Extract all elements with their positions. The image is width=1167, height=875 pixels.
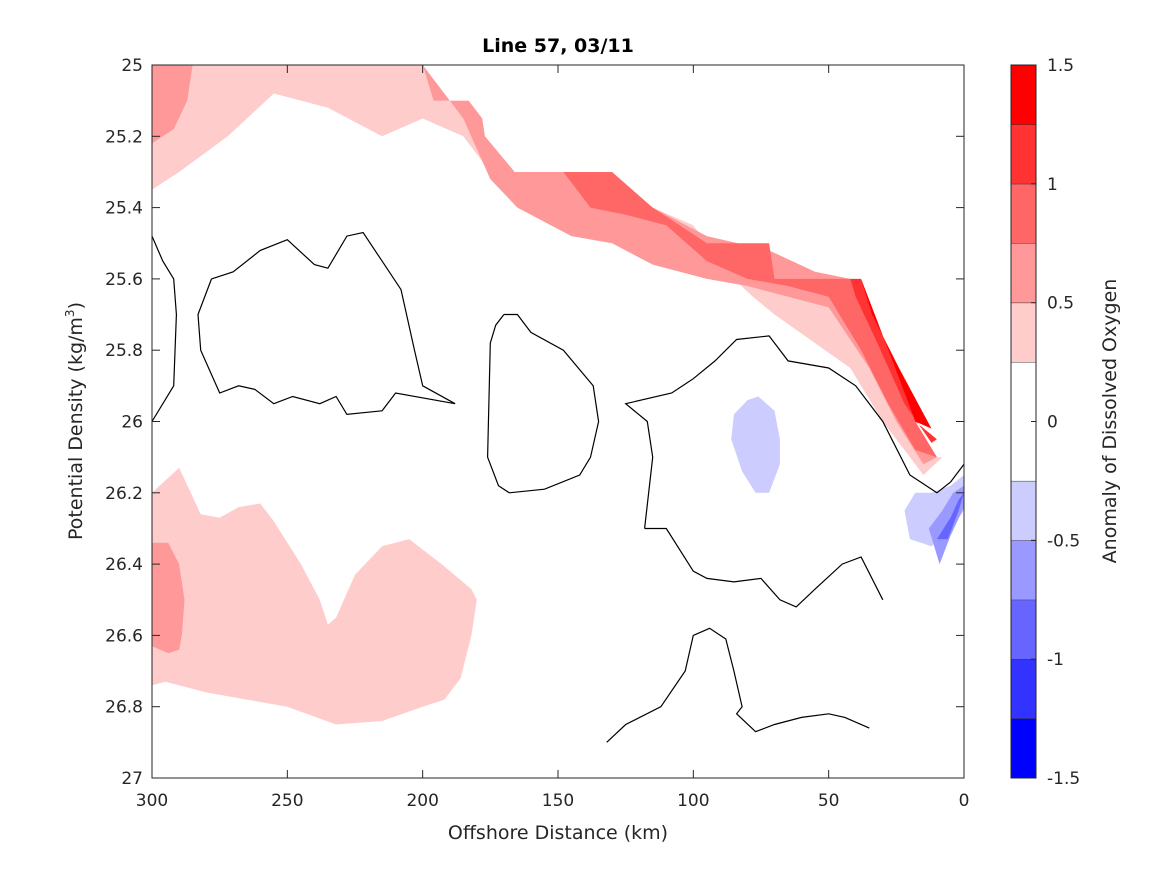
y-tick-label-10: 27	[121, 769, 143, 789]
contour-line-2	[486, 313, 600, 494]
x-tick-label-250: 250	[271, 791, 303, 811]
contour-lines	[152, 231, 964, 743]
x-tick-label-50: 50	[818, 791, 840, 811]
filled-region-band-0.5-0.75-topleft	[152, 65, 193, 144]
contour-line-4	[644, 527, 884, 608]
x-tick-label-300: 300	[136, 791, 168, 811]
y-axis-label-end: )	[65, 302, 87, 309]
filled-region-band-0.75-1.0-upper	[563, 172, 937, 458]
contour-line-1	[197, 231, 456, 416]
colorbar-ticks: 1.5 1 0.5 0 -0.5 -1 -1.5	[1031, 56, 1080, 789]
colorbar-tick-label-4: -0.5	[1047, 531, 1080, 551]
x-axis-label: Offshore Distance (km)	[448, 822, 668, 844]
contour-line-5	[606, 627, 870, 743]
chart-title: Line 57, 03/11	[482, 35, 634, 57]
colorbar-cell-8	[1011, 183, 1036, 244]
colorbar-tick-label-6: -1.5	[1047, 769, 1080, 789]
filled-region-band-0.25-0.5-lower	[152, 467, 477, 725]
y-axis-label-sup: 3	[63, 309, 77, 317]
filled-region-band-neg-0.75-right	[936, 492, 964, 540]
y-tick-label-0: 25	[121, 56, 143, 76]
colorbar-tick-label-5: -1	[1047, 650, 1064, 670]
filled-region-band-1.0-1.25-upper	[850, 278, 937, 443]
colorbar-tick-label-3: 0	[1047, 413, 1058, 433]
colorbar-cell-3	[1011, 540, 1036, 600]
y-axis: 25 25.2 25.4 25.6 25.8 26 26.2 26.4 26.6 26.8 27	[105, 56, 964, 789]
colorbar-cell-10	[1011, 65, 1036, 125]
y-tick-label-1: 25.2	[105, 127, 143, 147]
colorbar-cell-4	[1011, 480, 1036, 541]
colorbar-cell-6	[1011, 302, 1036, 363]
colorbar-cell-9	[1011, 124, 1036, 184]
filled-contours	[152, 65, 964, 725]
y-axis-label-main: Potential Density (kg/m	[65, 317, 87, 540]
y-tick-label-5: 26	[121, 413, 143, 433]
contour-line-0	[152, 235, 178, 422]
y-tick-label-6: 26.2	[105, 484, 143, 504]
colorbar-tick-label-2: 0.5	[1047, 294, 1074, 314]
y-tick-label-8: 26.6	[105, 626, 143, 646]
plot-area: 300 250 200 150 100 50 0 2525.225.425.625.8262…	[105, 56, 969, 811]
x-tick-label-0: 0	[959, 791, 970, 811]
x-tick-label-100: 100	[677, 791, 709, 811]
y-axis-label: Potential Density (kg/m3)	[63, 302, 87, 540]
colorbar-label: Anomaly of Dissolved Oxygen	[1099, 279, 1121, 564]
colorbar-cell-2	[1011, 599, 1036, 660]
x-tick-label-150: 150	[542, 791, 574, 811]
filled-region-band-0.5-0.75-lower	[152, 542, 185, 654]
y-tick-label-2: 25.4	[105, 199, 143, 219]
filled-region-band-0.5-0.75-upper	[422, 65, 937, 465]
y-tick-label-9: 26.8	[105, 698, 143, 718]
x-axis: 300 250 200 150 100 50 0	[136, 65, 970, 811]
colorbar-cell-0	[1011, 718, 1036, 778]
colorbar: 1.5 1 0.5 0 -0.5 -1 -1.5 Anomaly of Dissolved …	[1010, 56, 1121, 789]
filled-region-band-neg-0.25-mid	[731, 396, 780, 493]
colorbar-cell-7	[1011, 243, 1036, 303]
colorbar-cell-1	[1011, 659, 1036, 719]
y-tick-label-3: 25.6	[105, 270, 143, 290]
x-tick-label-200: 200	[406, 791, 438, 811]
colorbar-tick-label-0: 1.5	[1047, 56, 1074, 76]
colorbar-tick-label-1: 1	[1047, 175, 1058, 195]
y-tick-label-4: 25.8	[105, 341, 143, 361]
contour-line-3	[624, 335, 964, 529]
y-tick-label-7: 26.4	[105, 555, 143, 575]
